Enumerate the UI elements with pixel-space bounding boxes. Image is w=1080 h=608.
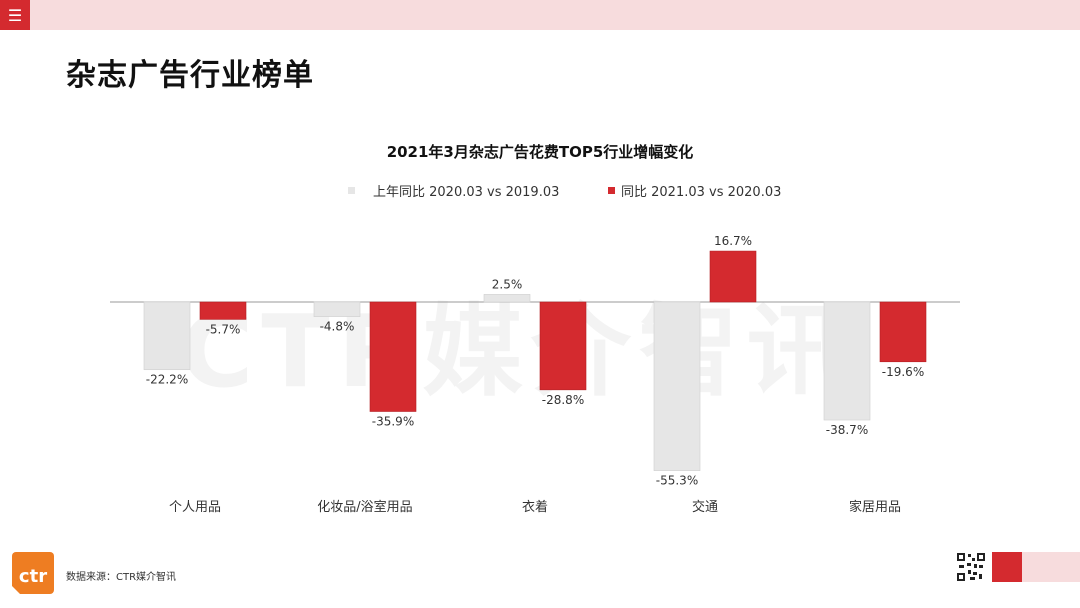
bar-current-year-3: [709, 250, 757, 303]
legend-label-current-year: 同比 2021.03 vs 2020.03: [621, 185, 782, 200]
bar-prior-year-2: [483, 294, 531, 303]
legend-swatch-prior-year: [348, 187, 355, 194]
data-label-prior-year-0: -22.2%: [146, 373, 188, 387]
bar-current-year-4: [879, 301, 927, 363]
category-label-1: 化妆品/浴室用品: [317, 499, 412, 515]
qr-code-icon: [956, 552, 986, 582]
data-label-current-year-2: -28.8%: [542, 393, 584, 407]
legend-label-prior-year: 上年同比 2020.03 vs 2019.03: [373, 185, 560, 200]
ctr-logo: ctr ®: [12, 552, 54, 594]
data-label-current-year-1: -35.9%: [372, 414, 414, 428]
bar-prior-year-3: [653, 301, 701, 471]
category-label-4: 家居用品: [849, 499, 901, 515]
data-label-prior-year-3: -55.3%: [656, 474, 698, 488]
legend-item-current-year: 同比 2021.03 vs 2020.03: [608, 181, 781, 200]
bar-current-year-0: [199, 301, 247, 320]
data-label-prior-year-4: -38.7%: [826, 423, 868, 437]
category-label-0: 个人用品: [169, 500, 221, 515]
category-label-3: 交通: [692, 499, 718, 515]
bar-prior-year-1: [313, 301, 361, 317]
chart-title: 2021年3月杂志广告花费TOP5行业增幅变化: [386, 143, 694, 161]
logo-text: ctr: [19, 566, 47, 587]
footer-pink-block: [1022, 552, 1080, 582]
menu-button[interactable]: ☰: [0, 0, 30, 30]
data-label-prior-year-2: 2.5%: [492, 277, 523, 291]
legend-item-prior-year: 上年同比 2020.03 vs 2019.03: [348, 181, 559, 200]
bar-current-year-2: [539, 301, 587, 391]
data-label-current-year-0: -5.7%: [206, 322, 241, 336]
hamburger-menu-icon: ☰: [7, 5, 23, 25]
data-source: 数据来源：CTR媒介智讯: [66, 572, 177, 583]
data-label-current-year-3: 16.7%: [714, 234, 752, 248]
watermark: CTR媒介智讯: [180, 293, 855, 410]
bar-current-year-1: [369, 301, 417, 412]
top-bar: [0, 0, 1080, 30]
legend-swatch-current-year: [608, 187, 615, 194]
footer-red-block: [992, 552, 1022, 582]
data-label-current-year-4: -19.6%: [882, 365, 924, 379]
category-label-2: 衣着: [522, 499, 548, 515]
page-title: 杂志广告行业榜单: [66, 58, 314, 93]
bar-prior-year-4: [823, 301, 871, 421]
data-label-prior-year-1: -4.8%: [320, 320, 355, 334]
bar-prior-year-0: [143, 301, 191, 371]
